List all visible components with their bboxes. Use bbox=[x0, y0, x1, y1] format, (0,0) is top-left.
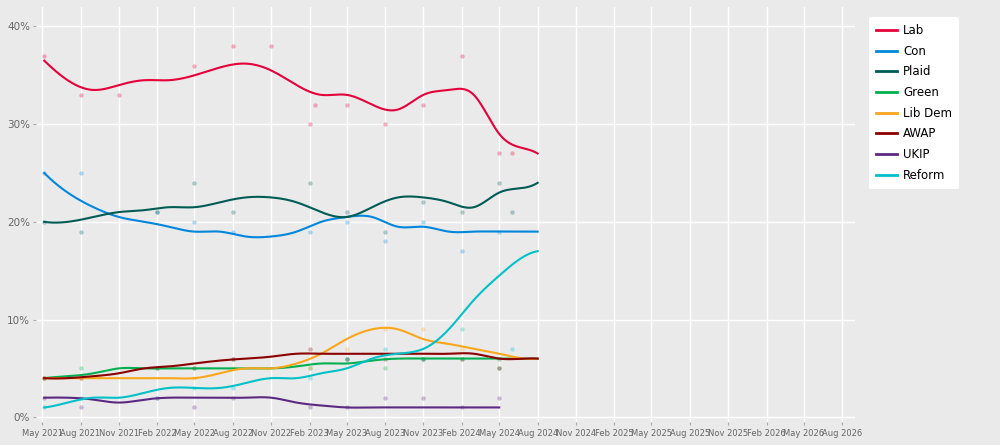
Point bbox=[415, 355, 431, 362]
Point bbox=[377, 121, 393, 128]
Point bbox=[504, 345, 520, 352]
Point bbox=[415, 326, 431, 333]
Point bbox=[377, 394, 393, 401]
Point bbox=[186, 62, 202, 69]
Point bbox=[149, 365, 165, 372]
Point bbox=[186, 384, 202, 392]
Point bbox=[491, 228, 507, 235]
Point bbox=[339, 355, 355, 362]
Point bbox=[149, 394, 165, 401]
Point bbox=[186, 404, 202, 411]
Point bbox=[36, 375, 52, 382]
Point bbox=[339, 404, 355, 411]
Point bbox=[491, 365, 507, 372]
Point bbox=[307, 101, 323, 108]
Point bbox=[491, 355, 507, 362]
Point bbox=[111, 91, 127, 98]
Point bbox=[225, 228, 241, 235]
Point bbox=[225, 355, 241, 362]
Point bbox=[186, 218, 202, 226]
Legend: Lab, Con, Plaid, Green, Lib Dem, AWAP, UKIP, Reform: Lab, Con, Plaid, Green, Lib Dem, AWAP, U… bbox=[869, 17, 959, 189]
Point bbox=[454, 355, 470, 362]
Point bbox=[491, 150, 507, 157]
Point bbox=[225, 394, 241, 401]
Point bbox=[186, 365, 202, 372]
Point bbox=[186, 179, 202, 186]
Point bbox=[415, 394, 431, 401]
Point bbox=[302, 365, 318, 372]
Point bbox=[415, 355, 431, 362]
Point bbox=[339, 209, 355, 216]
Point bbox=[302, 179, 318, 186]
Point bbox=[491, 365, 507, 372]
Point bbox=[454, 52, 470, 59]
Point bbox=[225, 355, 241, 362]
Point bbox=[73, 375, 89, 382]
Point bbox=[225, 42, 241, 49]
Point bbox=[504, 150, 520, 157]
Point bbox=[339, 355, 355, 362]
Point bbox=[454, 247, 470, 255]
Point bbox=[491, 394, 507, 401]
Point bbox=[377, 365, 393, 372]
Point bbox=[73, 404, 89, 411]
Point bbox=[377, 238, 393, 245]
Point bbox=[302, 375, 318, 382]
Point bbox=[339, 345, 355, 352]
Point bbox=[149, 365, 165, 372]
Point bbox=[302, 121, 318, 128]
Point bbox=[454, 355, 470, 362]
Point bbox=[377, 345, 393, 352]
Point bbox=[454, 209, 470, 216]
Point bbox=[186, 375, 202, 382]
Point bbox=[302, 228, 318, 235]
Point bbox=[302, 365, 318, 372]
Point bbox=[225, 384, 241, 392]
Point bbox=[73, 365, 89, 372]
Point bbox=[377, 228, 393, 235]
Point bbox=[186, 365, 202, 372]
Point bbox=[491, 179, 507, 186]
Point bbox=[73, 394, 89, 401]
Point bbox=[36, 218, 52, 226]
Point bbox=[339, 355, 355, 362]
Point bbox=[73, 375, 89, 382]
Point bbox=[36, 375, 52, 382]
Point bbox=[36, 394, 52, 401]
Point bbox=[36, 404, 52, 411]
Point bbox=[263, 42, 279, 49]
Point bbox=[377, 326, 393, 333]
Point bbox=[73, 170, 89, 177]
Point bbox=[415, 101, 431, 108]
Point bbox=[149, 394, 165, 401]
Point bbox=[454, 326, 470, 333]
Point bbox=[149, 209, 165, 216]
Point bbox=[454, 404, 470, 411]
Point bbox=[73, 91, 89, 98]
Point bbox=[225, 209, 241, 216]
Point bbox=[491, 355, 507, 362]
Point bbox=[73, 228, 89, 235]
Point bbox=[302, 345, 318, 352]
Point bbox=[225, 365, 241, 372]
Point bbox=[36, 52, 52, 59]
Point bbox=[339, 218, 355, 226]
Point bbox=[36, 375, 52, 382]
Point bbox=[415, 355, 431, 362]
Point bbox=[454, 345, 470, 352]
Point bbox=[339, 101, 355, 108]
Point bbox=[415, 218, 431, 226]
Point bbox=[415, 199, 431, 206]
Point bbox=[302, 404, 318, 411]
Point bbox=[36, 170, 52, 177]
Point bbox=[377, 355, 393, 362]
Point bbox=[149, 209, 165, 216]
Point bbox=[504, 209, 520, 216]
